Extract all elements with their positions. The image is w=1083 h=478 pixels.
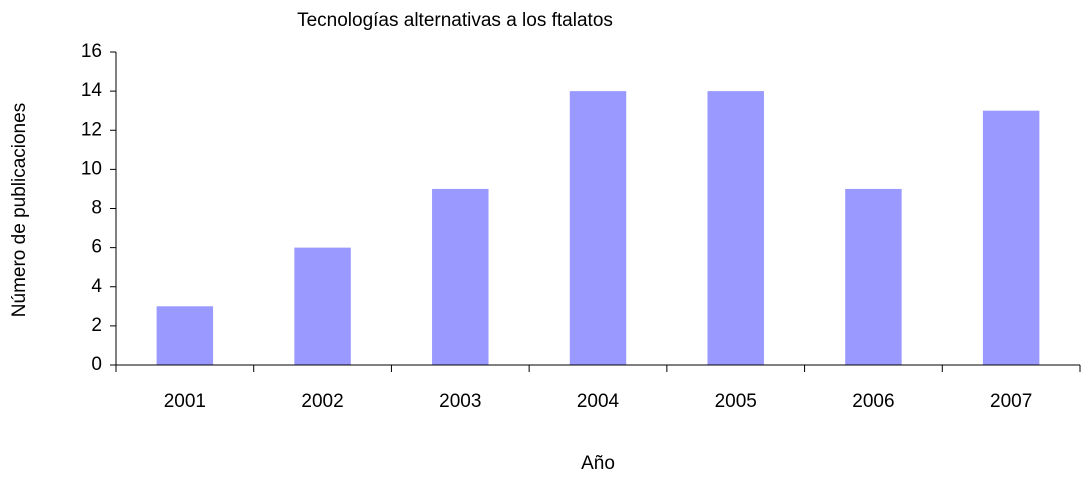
bar [982,110,1040,365]
y-tick-label: 14 [81,80,103,101]
x-tick-label: 2007 [990,391,1032,412]
x-tick-label: 2003 [439,391,481,412]
x-tick-label: 2001 [164,391,206,412]
x-axis-label: Año [581,453,615,474]
y-tick-label: 4 [91,276,102,297]
bar [156,306,214,365]
bar [294,247,351,365]
y-axis-label: Número de publicaciones [9,103,30,317]
y-tick-label: 2 [91,315,102,336]
y-tick-label: 6 [91,237,102,258]
y-tick-label: 10 [81,158,102,179]
bar [432,188,489,365]
x-tick-label: 2002 [301,391,343,412]
y-tick-label: 8 [91,198,102,219]
x-tick-label: 2004 [577,391,620,412]
bar [569,91,627,365]
chart-title: Tecnologías alternativas a los ftalatos [297,10,613,31]
y-tick-label: 12 [81,119,102,140]
y-tick-label: 16 [81,41,102,62]
x-tick-label: 2006 [852,391,894,412]
bar [707,91,764,365]
x-tick-label: 2005 [715,391,757,412]
bar [845,188,902,365]
y-tick-label: 0 [91,354,102,375]
